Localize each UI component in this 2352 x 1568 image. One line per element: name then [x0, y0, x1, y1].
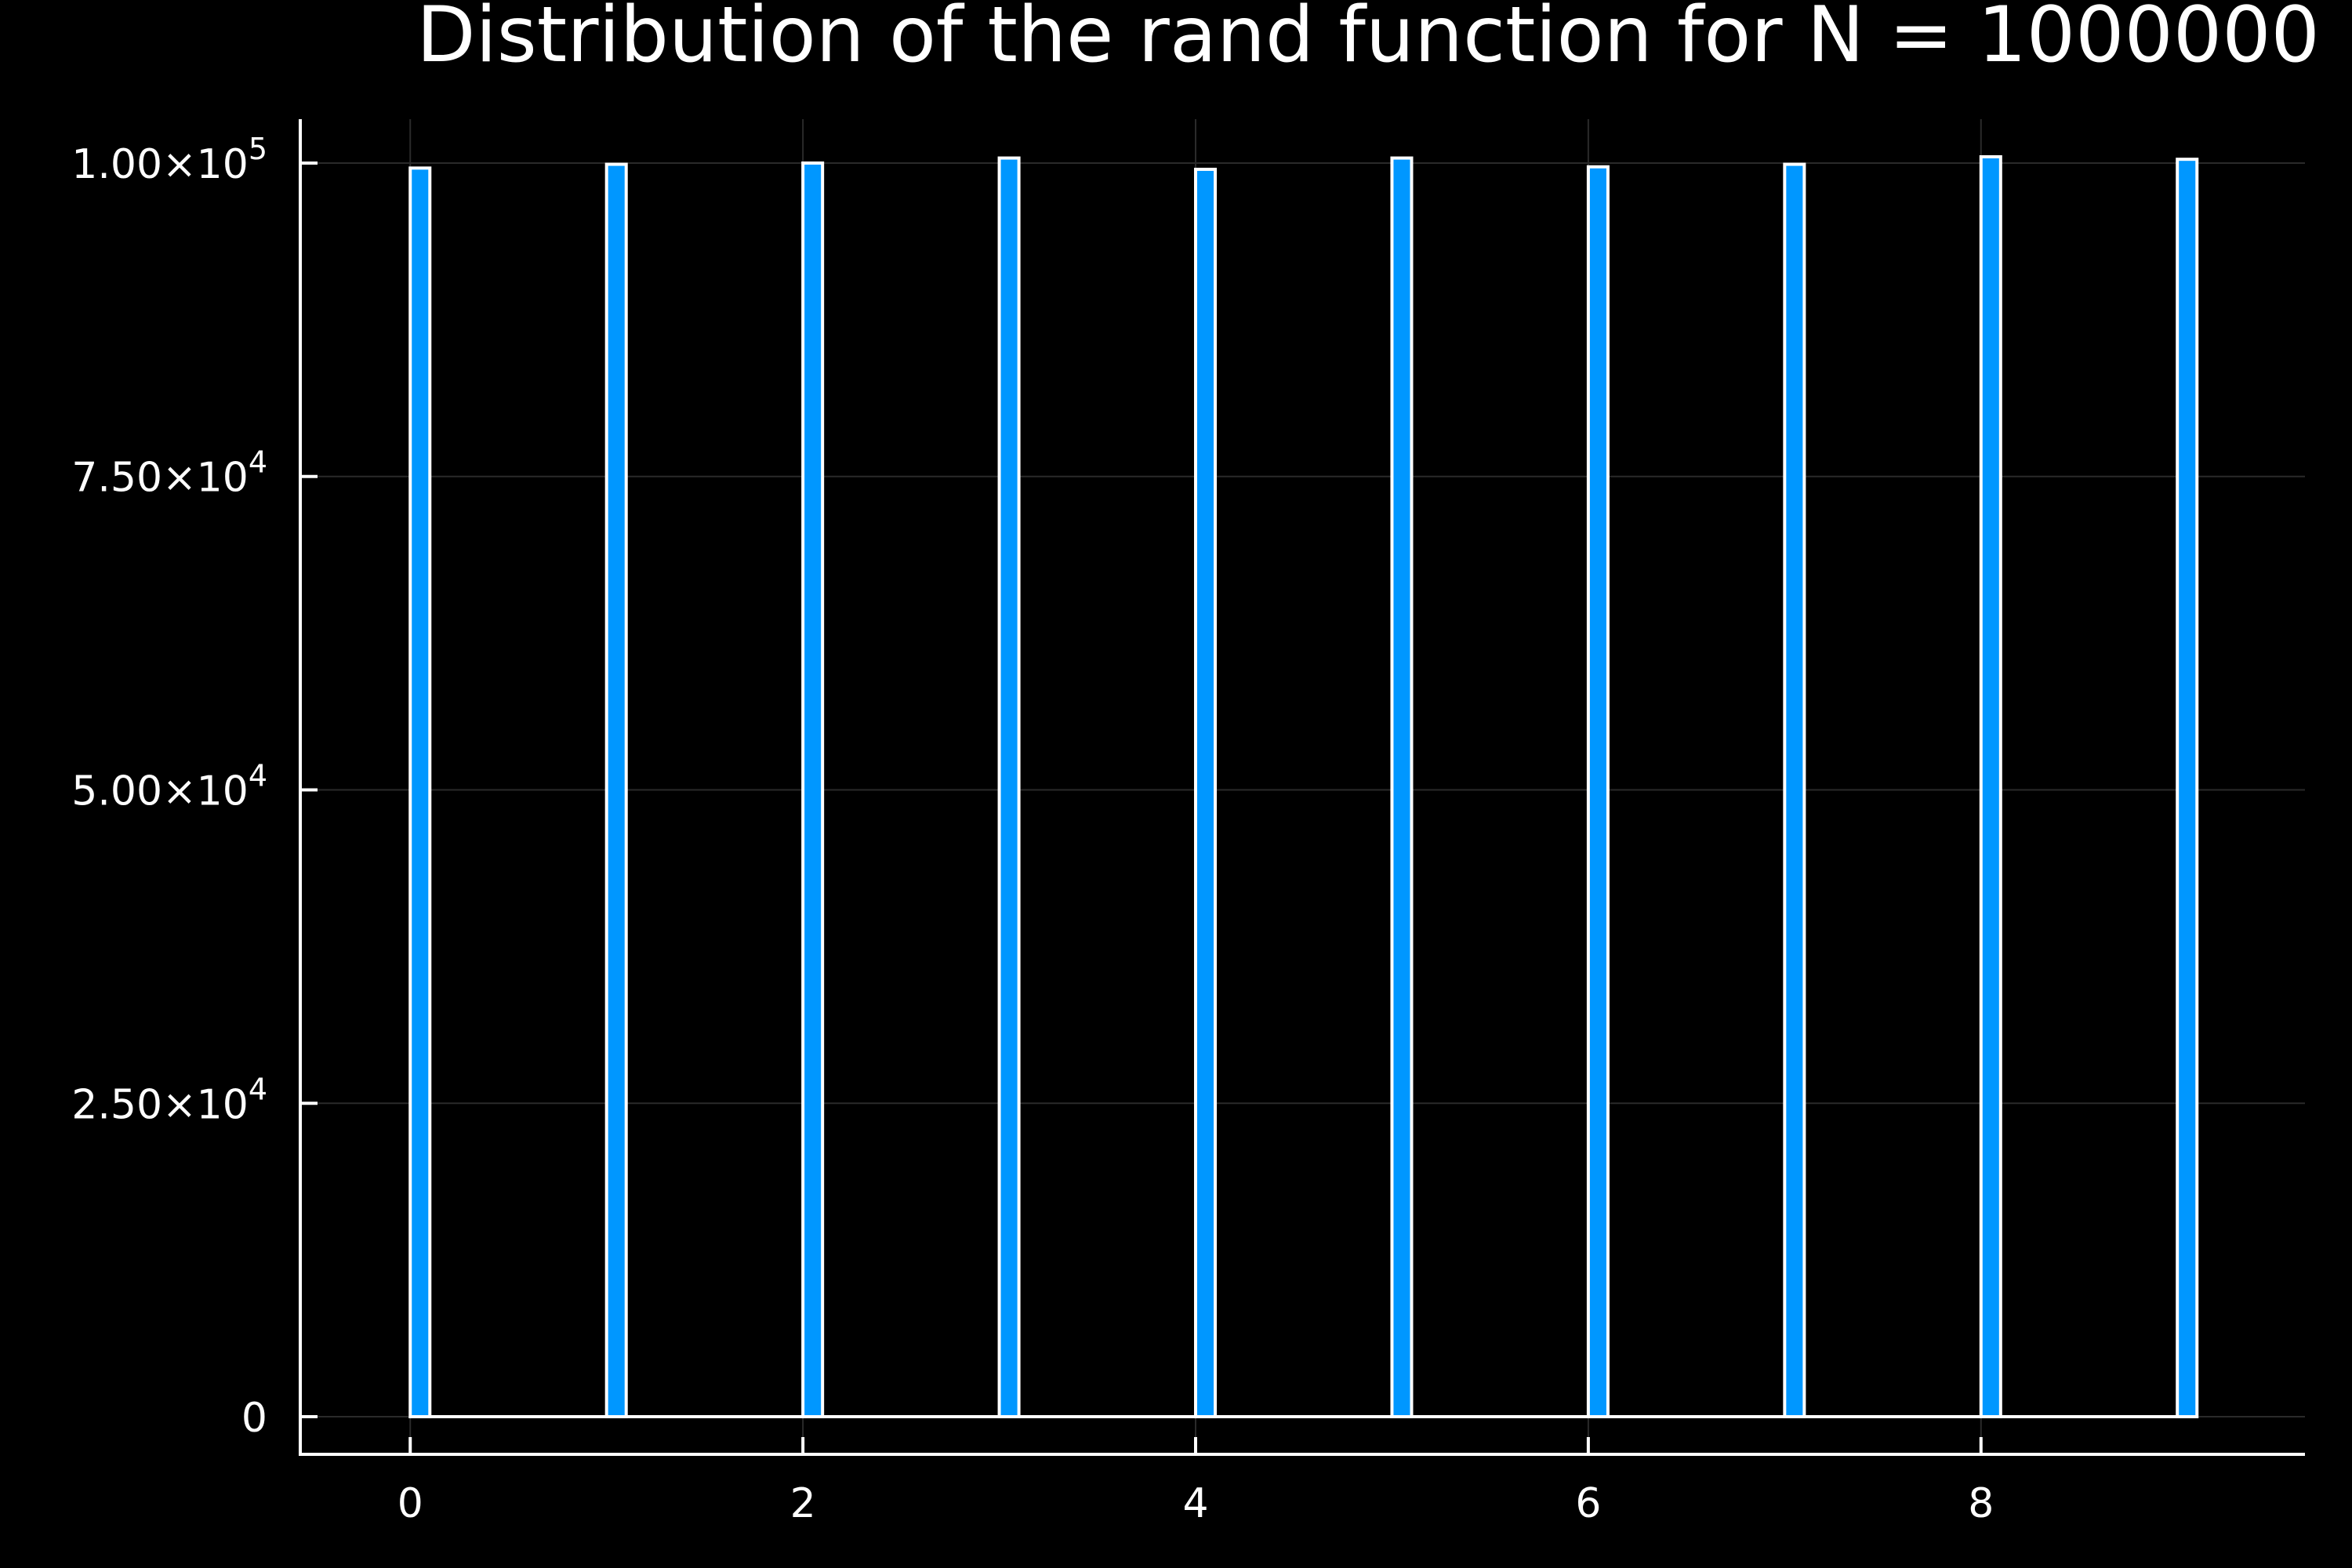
bar-2	[801, 161, 825, 1419]
y-tick-mantissa-2: 5.00×10	[71, 768, 249, 815]
y-tick-exponent-4: 5	[249, 132, 267, 166]
y-tick-mantissa-4: 1.00×10	[71, 141, 249, 188]
axes	[299, 119, 2305, 1456]
y-tick-label-1: 2.50×104	[71, 1072, 267, 1128]
y-tick-label-3: 7.50×104	[71, 445, 267, 502]
y-tick-label-2: 5.00×104	[71, 758, 267, 815]
y-tick-label-4: 1.00×105	[71, 132, 267, 188]
x-tick-label-2: 4	[1182, 1480, 1208, 1527]
bar-6	[1586, 165, 1610, 1419]
chart-title: Distribution of the rand function for N …	[416, 0, 2320, 80]
x-tick-label-0: 0	[397, 1480, 423, 1527]
y-tick-mantissa-1: 2.50×10	[71, 1081, 249, 1128]
y-tick-exponent-3: 4	[249, 445, 267, 480]
y-tick-exponent-2: 4	[249, 758, 267, 793]
bar-5	[1390, 156, 1414, 1419]
x-tick-label-1: 2	[790, 1480, 816, 1527]
y-tick-label-0: 0	[241, 1395, 267, 1442]
x-axis-ticks: 0 2 4 6 8	[397, 1437, 1994, 1527]
bars	[408, 154, 2199, 1419]
bar-9	[2176, 158, 2199, 1419]
bar-3	[997, 156, 1021, 1419]
bar-0	[408, 166, 432, 1419]
y-tick-exponent-1: 4	[249, 1072, 267, 1106]
bar-7	[1783, 162, 1806, 1419]
x-tick-label-3: 6	[1575, 1480, 1601, 1527]
bar-1	[604, 162, 628, 1419]
bar-8	[1979, 154, 2002, 1419]
bar-4	[1194, 167, 1218, 1419]
y-tick-mantissa-3: 7.50×10	[71, 455, 249, 502]
x-tick-label-4: 8	[1968, 1480, 1994, 1527]
